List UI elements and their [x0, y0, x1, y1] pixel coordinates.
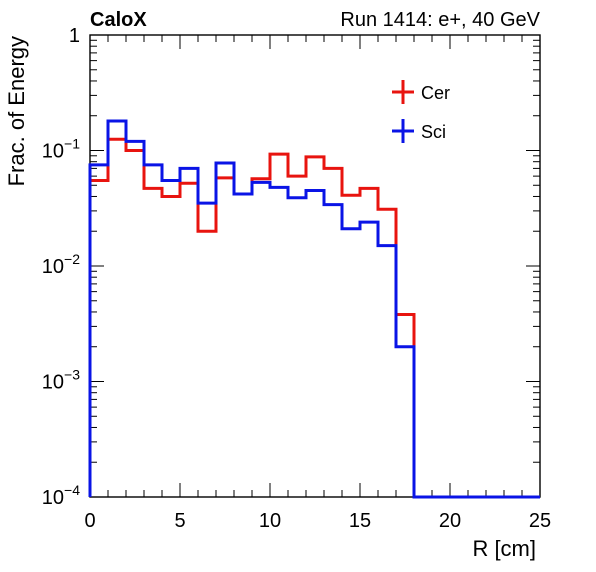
series-cer-histogram: [88, 137, 540, 499]
chart-title-left: CaloX: [90, 9, 147, 31]
legend-label-cer: Cer: [421, 83, 450, 103]
x-tick-label: 25: [529, 510, 551, 532]
series-sci-histogram: [88, 119, 540, 499]
y-tick-label-exponent: −1: [64, 136, 80, 152]
y-tick-label: 10−3: [42, 367, 80, 394]
x-tick-label: 20: [439, 510, 461, 532]
plot-frame: [89, 34, 541, 498]
x-axis: 0 5 10 15 20 25: [84, 35, 551, 532]
y-tick-label-base: 10: [42, 487, 64, 509]
x-tick-label: 0: [84, 510, 95, 532]
x-tick-label: 10: [259, 510, 281, 532]
y-tick-label: 1: [69, 25, 80, 47]
y-tick-label-base: 10: [42, 141, 64, 163]
y-tick-label: 10−2: [42, 251, 80, 278]
y-tick-label-base: 10: [42, 372, 64, 394]
y-tick-label-exponent: −2: [64, 251, 80, 267]
x-axis-label: R [cm]: [472, 536, 536, 561]
y-tick-label: 10−1: [42, 136, 80, 163]
y-tick-label: 10−4: [42, 482, 80, 509]
legend: Cer Sci: [392, 80, 450, 143]
y-axis: 110−110−210−310−4: [42, 25, 540, 509]
x-tick-label: 5: [174, 510, 185, 532]
y-axis-label: Frac. of Energy: [4, 36, 29, 186]
y-tick-label-exponent: −3: [64, 367, 80, 383]
series-layer: [88, 119, 540, 499]
x-tick-label: 15: [349, 510, 371, 532]
legend-label-sci: Sci: [421, 122, 446, 142]
y-tick-label-exponent: −4: [64, 482, 80, 498]
chart-title-right: Run 1414: e+, 40 GeV: [340, 9, 540, 31]
y-tick-label-base: 10: [42, 256, 64, 278]
